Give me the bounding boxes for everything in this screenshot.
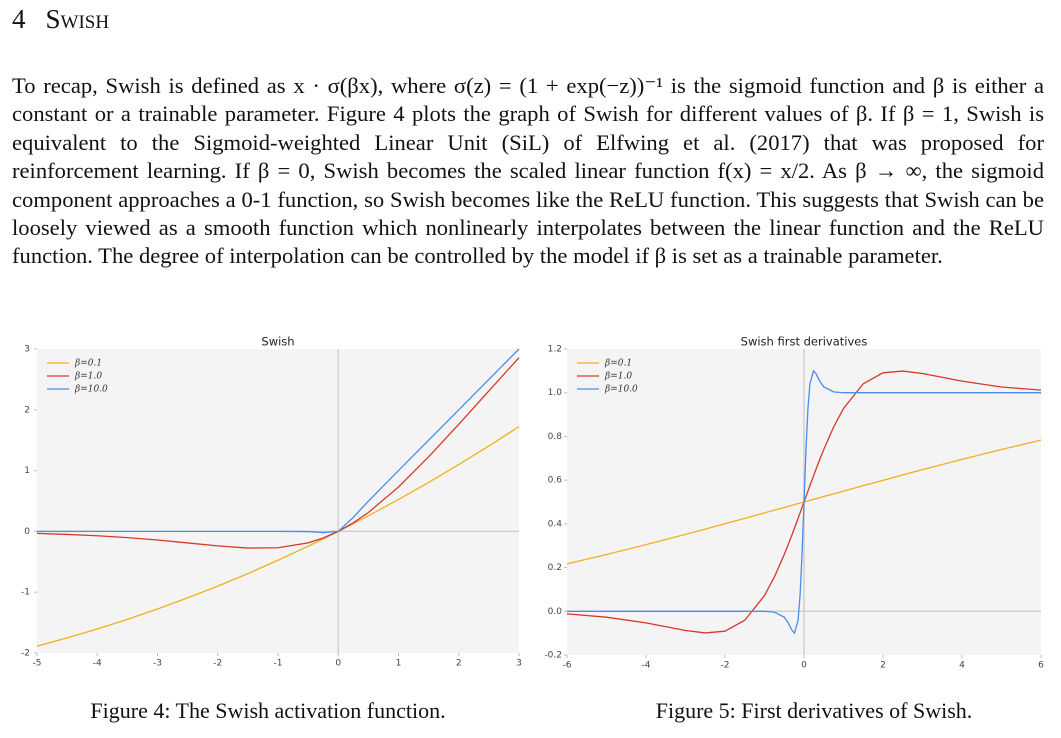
series-line (36, 426, 520, 647)
legend-label: β=1.0 (74, 372, 102, 382)
legend-label: β=0.1 (604, 359, 632, 369)
series-line (36, 357, 520, 549)
paragraph: To recap, Swish is defined as x · σ(βx),… (12, 73, 1044, 269)
x-tick-label: -4 (93, 659, 102, 669)
y-tick-label: 2 (24, 405, 30, 415)
x-tick-label: 4 (959, 661, 965, 671)
y-tick-label: 3 (24, 345, 30, 355)
x-tick-label: 1 (396, 659, 402, 669)
y-tick-label: -2 (21, 649, 30, 659)
y-tick-label: 1.0 (548, 388, 563, 398)
plot-background (37, 349, 519, 653)
y-tick-label: 0 (24, 527, 30, 537)
x-tick-label: 0 (335, 659, 341, 669)
y-tick-label: -0.2 (544, 651, 562, 661)
x-tick-label: -2 (721, 661, 730, 671)
y-tick-label: -1 (21, 588, 30, 598)
x-tick-label: -6 (563, 661, 572, 671)
series-line (37, 348, 520, 534)
y-tick-label: 0.6 (548, 476, 563, 486)
y-tick-label: 1.2 (548, 345, 562, 355)
y-tick-label: 0.4 (548, 519, 563, 529)
x-tick-label: -2 (213, 659, 222, 669)
chart-title: Swish first derivatives (741, 335, 868, 349)
series-line (567, 369, 1041, 635)
section-title: Swish (45, 4, 110, 34)
x-tick-label: -3 (153, 659, 162, 669)
x-tick-label: -1 (274, 659, 283, 669)
legend-label: β=1.0 (604, 372, 632, 382)
x-tick-label: 3 (516, 659, 522, 669)
legend-label: β=10.0 (74, 385, 108, 395)
x-tick-label: 0 (801, 661, 807, 671)
y-tick-label: 0.2 (548, 563, 562, 573)
x-tick-label: -4 (642, 661, 651, 671)
x-tick-label: 6 (1038, 661, 1044, 671)
legend-label: β=0.1 (74, 359, 102, 369)
section-heading: 4 Swish (12, 4, 109, 35)
section-number: 4 (12, 4, 26, 34)
figure-caption: Figure 5: First derivatives of Swish. (656, 698, 973, 723)
x-tick-label: -5 (33, 659, 42, 669)
y-tick-label: 0.0 (548, 607, 563, 617)
y-tick-label: 0.8 (548, 432, 563, 442)
y-tick-label: 1 (24, 466, 30, 476)
x-tick-label: 2 (880, 661, 886, 671)
x-tick-label: 2 (456, 659, 462, 669)
legend-label: β=10.0 (604, 385, 638, 395)
chart-title: Swish (261, 335, 294, 349)
figure-caption: Figure 4: The Swish activation function. (90, 698, 445, 723)
